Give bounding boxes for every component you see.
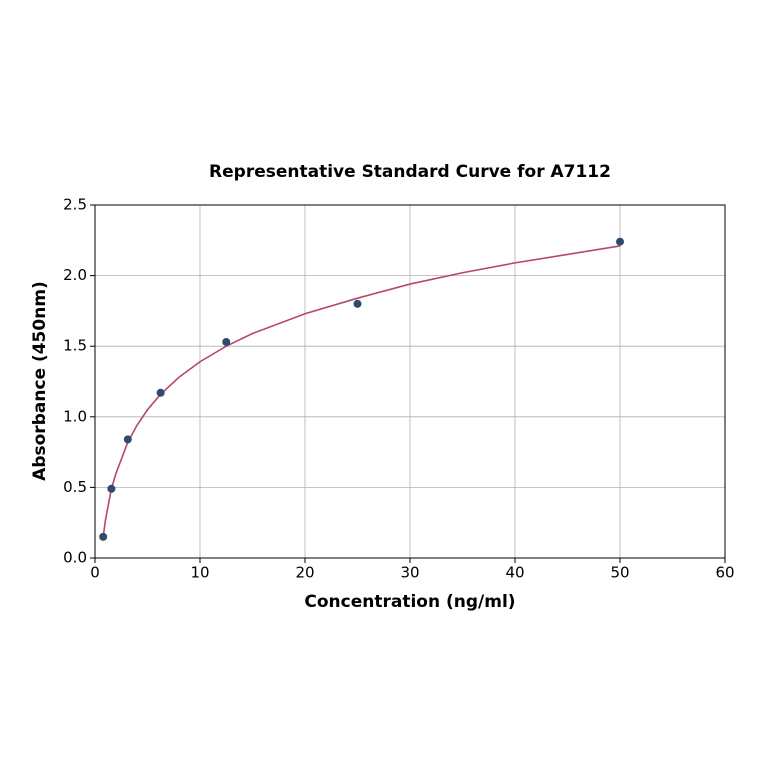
data-point — [123, 435, 132, 444]
y-tick-label: 0.0 — [63, 549, 87, 567]
x-tick-label: 20 — [295, 564, 314, 582]
y-tick-label: 1.5 — [63, 337, 87, 355]
x-tick-label: 40 — [505, 564, 524, 582]
data-point — [222, 337, 231, 346]
x-axis-label: Concentration (ng/ml) — [304, 592, 515, 612]
data-point — [99, 532, 108, 541]
x-tick-label: 50 — [610, 564, 629, 582]
data-point — [107, 484, 116, 493]
y-axis-label: Absorbance (450nm) — [30, 281, 50, 481]
data-point — [616, 237, 624, 246]
y-tick-label: 1.0 — [63, 407, 87, 425]
y-tick-label: 0.5 — [63, 478, 87, 496]
y-tick-label: 2.0 — [63, 266, 87, 284]
x-tick-label: 0 — [90, 564, 100, 582]
x-tick-label: 10 — [190, 564, 209, 582]
x-tick-label: 60 — [715, 564, 734, 582]
x-tick-label: 30 — [400, 564, 419, 582]
plot-frame — [94, 204, 726, 559]
data-point — [353, 299, 362, 308]
data-point — [156, 388, 165, 397]
fit-curve — [102, 245, 621, 537]
y-tick-label: 2.5 — [63, 196, 87, 214]
chart-title: Representative Standard Curve for A7112 — [209, 162, 611, 182]
